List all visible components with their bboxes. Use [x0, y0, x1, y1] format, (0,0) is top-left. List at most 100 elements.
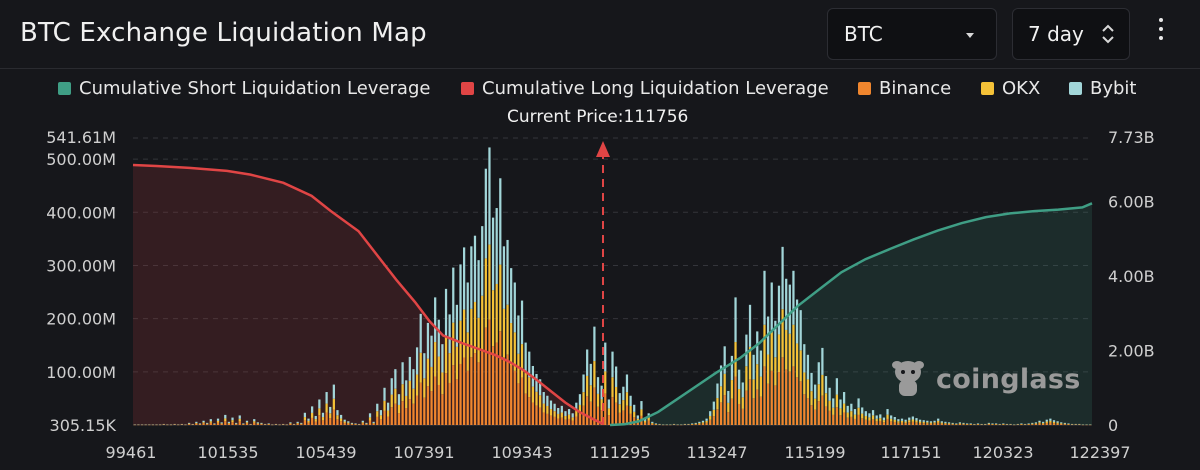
legend-item-long[interactable]: Cumulative Long Liquidation Leverage [461, 78, 829, 104]
coin-select[interactable]: BTC [827, 8, 997, 60]
bar-bybit [643, 418, 647, 421]
bar-binance [821, 395, 824, 425]
legend-item-binance[interactable]: Binance [858, 78, 951, 104]
bar-bybit [690, 423, 694, 424]
bar-binance [575, 416, 578, 425]
bar-okx [1042, 422, 1045, 424]
bar-bybit [701, 420, 705, 423]
bar-bybit [810, 372, 813, 392]
bar-okx [318, 408, 321, 416]
y-left-tick-label: 305.15K [50, 416, 117, 435]
x-tick-label: 113247 [686, 443, 747, 462]
bar-binance [571, 420, 574, 425]
bar-okx [806, 379, 810, 399]
bar-okx [372, 422, 375, 424]
bar-bybit [853, 409, 857, 415]
bar-binance [600, 410, 603, 425]
bar-binance [817, 401, 820, 425]
bar-bybit [549, 400, 553, 410]
bar-binance [698, 423, 701, 425]
bar-binance [709, 419, 712, 425]
bar-bybit [444, 288, 448, 337]
bar-binance [216, 422, 220, 425]
bar-binance [832, 414, 835, 425]
bar-bybit [716, 383, 719, 399]
bar-okx [868, 417, 871, 421]
bar-binance [187, 424, 191, 425]
bar-bybit [557, 407, 560, 414]
legend-item-okx[interactable]: OKX [981, 78, 1040, 104]
bar-binance [951, 424, 954, 425]
bar-okx [810, 391, 813, 406]
bar-binance [401, 401, 404, 425]
bar-bybit [625, 374, 629, 393]
bar-binance [238, 421, 241, 425]
bar-okx [817, 384, 820, 402]
bar-bybit [611, 351, 614, 378]
bar-bybit [1031, 422, 1034, 424]
bar-bybit [817, 362, 820, 385]
bar-bybit [727, 390, 730, 403]
x-tick-label: 117151 [880, 443, 941, 462]
bar-okx [557, 413, 560, 419]
bar-bybit [814, 384, 817, 399]
bar-okx [303, 417, 307, 421]
y-right-tick-label: 6.00B [1108, 192, 1155, 211]
legend-item-bybit[interactable]: Bybit [1069, 78, 1137, 104]
bar-bybit [915, 418, 918, 421]
bar-okx [202, 422, 205, 424]
bar-binance [336, 419, 339, 425]
bar-binance [224, 421, 227, 425]
bar-bybit [470, 246, 473, 309]
bar-binance [886, 418, 889, 425]
bar-binance [231, 422, 234, 425]
bar-binance [694, 424, 697, 425]
bar-okx [962, 423, 965, 425]
bar-binance [220, 423, 223, 425]
bar-bybit [600, 385, 603, 400]
bar-binance [499, 331, 502, 425]
bar-binance [777, 372, 781, 425]
bar-binance [839, 415, 842, 425]
bar-binance [745, 390, 748, 425]
bar-binance [846, 417, 849, 425]
bar-bybit [629, 395, 632, 406]
bar-okx [893, 419, 896, 422]
bar-binance [911, 421, 914, 425]
bar-bybit [719, 365, 723, 387]
legend-item-short[interactable]: Cumulative Short Liquidation Leverage [58, 78, 430, 104]
bar-bybit [405, 380, 408, 396]
bar-okx [734, 342, 737, 377]
bar-okx [434, 342, 437, 377]
bar-bybit [546, 395, 549, 406]
bar-okx [712, 409, 715, 417]
bar-okx [187, 423, 191, 425]
bar-binance [814, 409, 817, 425]
bar-bybit [734, 297, 737, 343]
bar-binance [307, 422, 310, 425]
bar-binance [651, 423, 654, 425]
bar-okx [488, 244, 491, 320]
range-select[interactable]: 7 day [1012, 8, 1130, 60]
bar-bybit [553, 403, 556, 412]
bar-binance [958, 423, 962, 425]
bar-bybit [289, 422, 292, 424]
bar-binance [372, 423, 375, 425]
bar-binance [795, 377, 799, 425]
bar-binance [987, 424, 990, 425]
bar-binance [441, 394, 444, 425]
bar-binance [502, 357, 506, 425]
bar-okx [629, 405, 632, 414]
bar-okx [227, 422, 231, 424]
bar-okx [828, 400, 831, 411]
bar-binance [517, 383, 520, 425]
bar-binance [969, 424, 972, 425]
bar-bybit [1052, 420, 1056, 422]
bar-binance [788, 371, 791, 425]
bar-binance [209, 422, 212, 425]
y-left-tick-label: 541.61M [46, 128, 116, 147]
bar-binance [405, 408, 408, 425]
kebab-menu-icon[interactable] [1153, 18, 1169, 50]
bar-okx [926, 422, 929, 424]
bar-okx [745, 366, 748, 391]
